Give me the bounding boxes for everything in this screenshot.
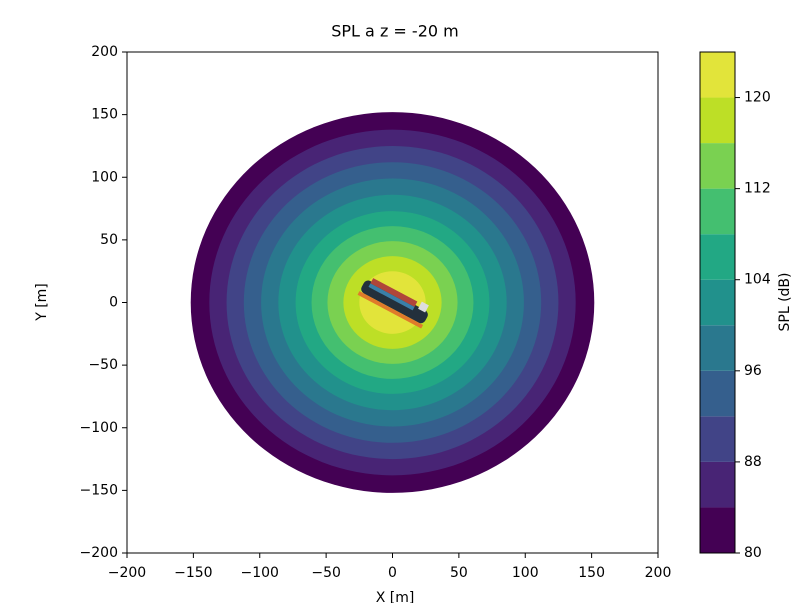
x-axis-label: X [m] [376,590,415,603]
colorbar-tick-label: 112 [744,181,771,197]
x-tick-label: 50 [450,565,468,581]
colorbar-band [700,143,735,189]
x-tick-label: −50 [311,565,341,581]
colorbar-band [700,279,735,326]
colorbar-band [700,52,735,98]
colorbar-band [700,188,735,235]
colorbar-frame [699,51,736,554]
colorbar-tick-label: 88 [744,454,762,470]
colorbar-band [700,461,735,508]
x-tick-label: −200 [108,565,146,581]
y-axis-label: Y [m] [34,283,50,322]
y-tick-label: −150 [80,482,118,498]
y-tick-label: −50 [88,357,118,373]
y-tick-label: 50 [100,232,118,248]
y-tick-label: 150 [91,107,118,123]
x-tick-label: 150 [578,565,605,581]
y-tick-label: 100 [91,169,118,185]
x-tick-label: −100 [241,565,279,581]
x-tick-label: 0 [388,565,397,581]
colorbar-band [700,97,735,144]
colorbar-band [700,507,735,553]
colorbar-tick-label: 104 [744,272,771,288]
y-tick-label: 0 [109,295,118,311]
colorbar-tick-label: 80 [744,545,762,561]
y-tick-label: −200 [80,545,118,561]
chart-title: SPL a z = -20 m [331,22,458,41]
colorbar-band [700,325,735,371]
colorbar-band [700,416,735,462]
colorbar-label: SPL (dB) [777,273,792,332]
colorbar-tick-label: 96 [744,363,762,379]
x-tick-label: −150 [174,565,212,581]
ship-icon [357,278,429,329]
x-tick-label: 100 [512,565,539,581]
x-tick-label: 200 [645,565,672,581]
colorbar-band [700,234,735,280]
colorbar-band [700,370,735,417]
colorbar-tick-label: 120 [744,90,771,106]
y-tick-label: −100 [80,420,118,436]
y-tick-label: 200 [91,44,118,60]
